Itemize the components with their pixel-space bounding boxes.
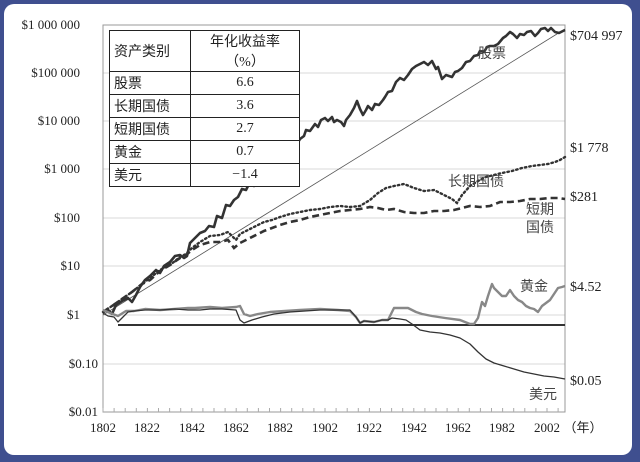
table-row: 黄金 0.7 bbox=[109, 140, 300, 164]
x-tick-label: 1802 bbox=[90, 420, 116, 435]
x-tick-label: 2002 bbox=[534, 420, 560, 435]
label-stocks: 股票 bbox=[478, 47, 506, 62]
x-unit-label: （年） bbox=[563, 420, 602, 435]
series-lines bbox=[101, 26, 567, 380]
row-value: −1.4 bbox=[190, 163, 300, 187]
end-label-dollar: $0.05 bbox=[570, 374, 602, 389]
row-value: 2.7 bbox=[190, 117, 300, 141]
end-label-stocks: $704 997 bbox=[570, 29, 623, 44]
label-short-bills-line2: 国债 bbox=[526, 220, 554, 236]
series-short-bills bbox=[102, 196, 566, 314]
row-name: 股票 bbox=[109, 71, 191, 95]
series-stocks bbox=[102, 26, 566, 316]
row-name: 美元 bbox=[109, 163, 191, 187]
y-tick-label: $0.01 bbox=[69, 404, 98, 419]
table-row: 股票 6.6 bbox=[109, 71, 300, 95]
end-label-short-bills: $281 bbox=[570, 190, 598, 205]
trend-line bbox=[102, 28, 566, 316]
x-tick-label: 1982 bbox=[489, 420, 515, 435]
x-minor-ticks bbox=[102, 408, 559, 412]
x-tick-label: 1902 bbox=[312, 420, 338, 435]
y-tick-label: $100 000 bbox=[31, 65, 80, 80]
x-tick-label: 1842 bbox=[179, 420, 205, 435]
plot-area bbox=[102, 24, 566, 413]
chart-panel bbox=[4, 4, 632, 455]
label-short-bills-line1: 短期 bbox=[526, 202, 554, 218]
x-tick-label: 1942 bbox=[401, 420, 427, 435]
row-name: 黄金 bbox=[109, 140, 191, 164]
row-name: 短期国债 bbox=[109, 117, 191, 141]
table-row: 短期国债 2.7 bbox=[109, 117, 300, 141]
table-row: 美元 −1.4 bbox=[109, 163, 300, 187]
row-value: 0.7 bbox=[190, 140, 300, 164]
y-tick-label: $1 000 000 bbox=[22, 17, 81, 32]
x-tick-label: 1922 bbox=[356, 420, 382, 435]
header-category: 资产类别 bbox=[109, 30, 191, 72]
row-value: 6.6 bbox=[190, 71, 300, 95]
series-labels: 股票 长期国债 短期 国债 黄金 美元 bbox=[448, 47, 557, 403]
end-label-gold: $4.52 bbox=[570, 280, 602, 295]
x-axis-labels: 1802 1822 1842 1862 1882 1902 1922 1942 … bbox=[90, 420, 603, 435]
series-dollar bbox=[102, 308, 566, 380]
returns-table: 资产类别 年化收益率（%） 股票 6.6 长期国债 3.6 短期国债 2.7 黄… bbox=[109, 30, 300, 187]
table-row: 长期国债 3.6 bbox=[109, 94, 300, 118]
end-value-labels: $704 997 $1 778 $281 $4.52 $0.05 bbox=[570, 29, 623, 389]
y-tick-label: $1 000 bbox=[44, 161, 80, 176]
y-tick-label: $0.10 bbox=[69, 356, 98, 371]
label-dollar: 美元 bbox=[529, 387, 557, 403]
table-header-row: 资产类别 年化收益率（%） bbox=[109, 30, 300, 72]
x-tick-label: 1862 bbox=[223, 420, 249, 435]
row-name: 长期国债 bbox=[109, 94, 191, 118]
series-gold bbox=[102, 282, 566, 326]
x-tick-label: 1962 bbox=[445, 420, 471, 435]
y-axis-labels: $1 000 000 $100 000 $10 000 $1 000 $100 … bbox=[22, 17, 99, 419]
row-value: 3.6 bbox=[190, 94, 300, 118]
label-gold: 黄金 bbox=[520, 278, 548, 295]
label-long-bonds: 长期国债 bbox=[448, 174, 504, 190]
end-label-long-bonds: $1 778 bbox=[570, 141, 609, 156]
x-tick-label: 1822 bbox=[134, 420, 160, 435]
x-tick-label: 1882 bbox=[267, 420, 293, 435]
y-tick-label: $1 bbox=[67, 307, 80, 322]
header-return: 年化收益率（%） bbox=[190, 30, 300, 72]
y-tick-label: $10 bbox=[61, 258, 81, 273]
y-tick-label: $100 bbox=[54, 210, 80, 225]
y-tick-label: $10 000 bbox=[38, 113, 80, 128]
